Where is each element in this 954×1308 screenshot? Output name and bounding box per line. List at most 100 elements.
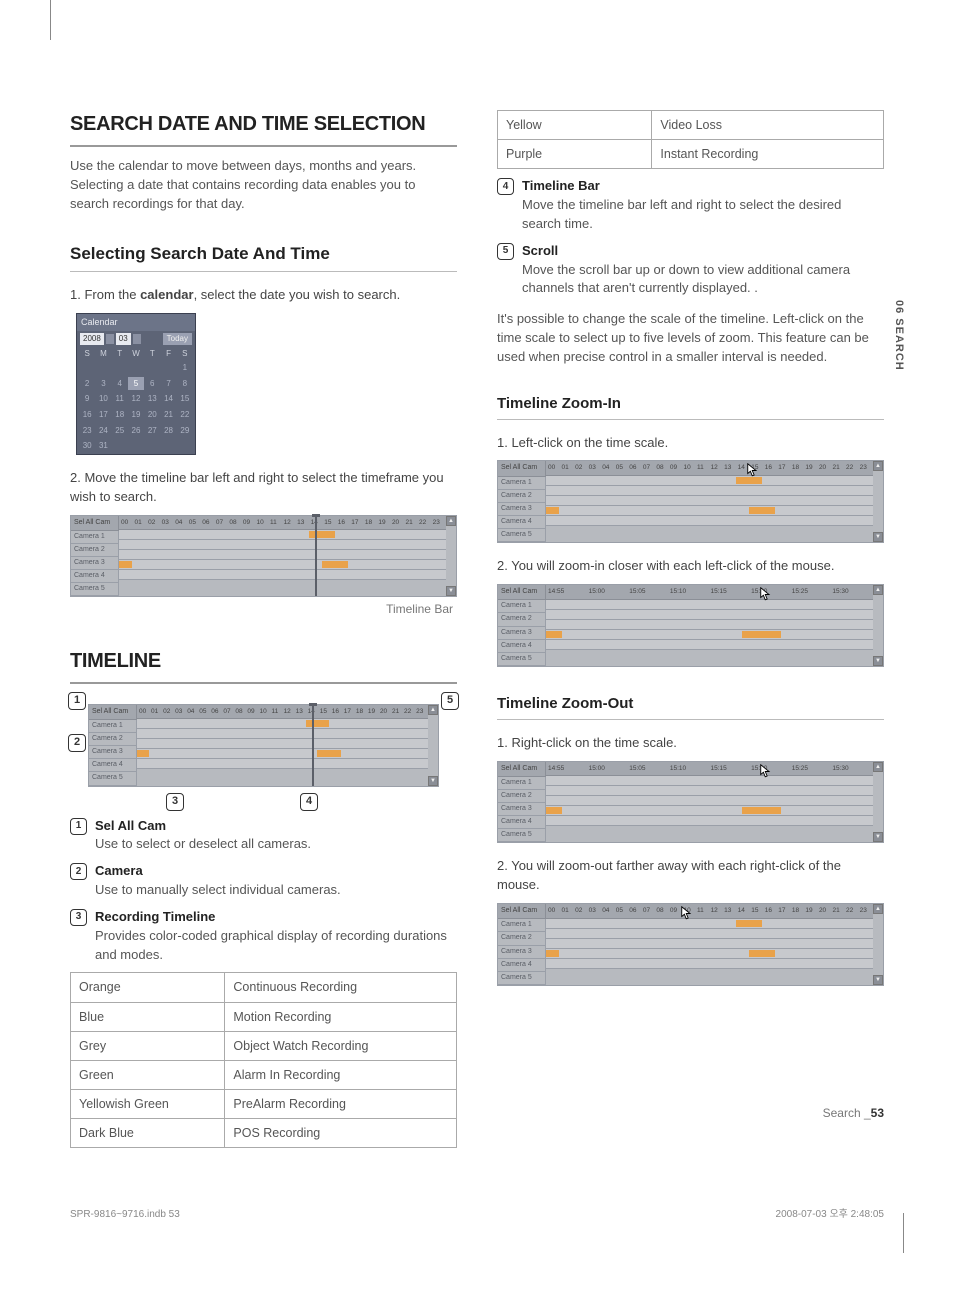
- calendar-day[interactable]: 26: [128, 424, 144, 438]
- timeline-widget-2[interactable]: Sel All CamCamera 1Camera 2Camera 3Camer…: [88, 704, 439, 787]
- calendar-day[interactable]: 28: [160, 424, 176, 438]
- timeline-row[interactable]: [546, 816, 873, 826]
- calendar-day[interactable]: 11: [112, 392, 128, 406]
- camera-label[interactable]: Camera 1: [498, 919, 546, 932]
- camera-label[interactable]: Camera 5: [498, 529, 546, 542]
- camera-label[interactable]: Camera 5: [498, 829, 546, 842]
- timeline-row[interactable]: [546, 486, 873, 496]
- timeline-row[interactable]: [119, 530, 446, 540]
- timeline-scrollbar[interactable]: ▲▼: [446, 516, 456, 597]
- calendar-day[interactable]: 20: [144, 408, 160, 422]
- calendar-grid[interactable]: 1234567891011121314151617181920212223242…: [77, 360, 195, 454]
- camera-label[interactable]: Camera 4: [498, 516, 546, 529]
- timeline-row[interactable]: [546, 939, 873, 949]
- timeline-widget-6[interactable]: Sel All CamCamera 1Camera 2Camera 3Camer…: [497, 903, 884, 986]
- calendar-day[interactable]: 17: [95, 408, 111, 422]
- calendar-day[interactable]: 2: [79, 377, 95, 391]
- camera-label[interactable]: Camera 2: [498, 932, 546, 945]
- timeline-row[interactable]: [137, 759, 428, 769]
- calendar-day[interactable]: 12: [128, 392, 144, 406]
- year-spinner[interactable]: [106, 334, 114, 344]
- timeline-scrollbar[interactable]: ▲▼: [873, 585, 883, 666]
- timeline-scrollbar[interactable]: ▲▼: [873, 762, 883, 843]
- timeline-row[interactable]: [546, 476, 873, 486]
- timeline-row[interactable]: [137, 739, 428, 749]
- calendar-day[interactable]: 15: [177, 392, 193, 406]
- calendar-day[interactable]: 21: [160, 408, 176, 422]
- camera-label[interactable]: Camera 2: [498, 790, 546, 803]
- sel-all-cam-button[interactable]: Sel All Cam: [498, 904, 546, 919]
- camera-label[interactable]: Camera 4: [498, 959, 546, 972]
- today-button[interactable]: Today: [163, 333, 192, 345]
- calendar-day[interactable]: 31: [95, 439, 111, 453]
- timeline-row[interactable]: [546, 610, 873, 620]
- timeline-axis[interactable]: 0001020304050607080910111213141516171819…: [137, 705, 428, 719]
- timeline-scrollbar[interactable]: ▲▼: [873, 904, 883, 985]
- timeline-row[interactable]: [546, 776, 873, 786]
- camera-label[interactable]: Camera 5: [498, 972, 546, 985]
- camera-label[interactable]: Camera 2: [498, 613, 546, 626]
- calendar-day[interactable]: 9: [79, 392, 95, 406]
- sel-all-cam-button[interactable]: Sel All Cam: [498, 762, 546, 777]
- calendar-day[interactable]: 4: [112, 377, 128, 391]
- camera-label[interactable]: Camera 4: [498, 816, 546, 829]
- calendar-year[interactable]: 2008: [80, 333, 104, 345]
- camera-label[interactable]: Camera 1: [498, 600, 546, 613]
- camera-label[interactable]: Camera 1: [498, 477, 546, 490]
- timeline-row[interactable]: [119, 550, 446, 560]
- calendar-day[interactable]: 7: [160, 377, 176, 391]
- timeline-bar[interactable]: [312, 705, 314, 786]
- camera-label[interactable]: Camera 3: [498, 627, 546, 640]
- calendar-day[interactable]: 18: [112, 408, 128, 422]
- camera-label[interactable]: Camera 5: [498, 653, 546, 666]
- timeline-widget-5[interactable]: Sel All CamCamera 1Camera 2Camera 3Camer…: [497, 761, 884, 844]
- sel-all-cam-button[interactable]: Sel All Cam: [498, 461, 546, 476]
- camera-label[interactable]: Camera 1: [89, 720, 137, 733]
- timeline-row[interactable]: [546, 949, 873, 959]
- calendar-day[interactable]: 6: [144, 377, 160, 391]
- calendar-widget[interactable]: Calendar 2008 03 Today SMTWTFS 123456789…: [76, 313, 196, 455]
- camera-label[interactable]: Camera 5: [71, 583, 119, 596]
- timeline-row[interactable]: [119, 570, 446, 580]
- calendar-day[interactable]: 13: [144, 392, 160, 406]
- calendar-day[interactable]: 24: [95, 424, 111, 438]
- calendar-month[interactable]: 03: [116, 333, 131, 345]
- camera-label[interactable]: Camera 3: [71, 557, 119, 570]
- camera-label[interactable]: Camera 3: [89, 746, 137, 759]
- timeline-row[interactable]: [546, 640, 873, 650]
- calendar-day[interactable]: 29: [177, 424, 193, 438]
- timeline-bar[interactable]: [315, 516, 317, 597]
- timeline-row[interactable]: [137, 719, 428, 729]
- timeline-row[interactable]: [546, 919, 873, 929]
- timeline-axis[interactable]: 14:5515:0015:0515:1015:1515:2015:2515:30: [546, 585, 873, 599]
- timeline-axis[interactable]: 0001020304050607080910111213141516171819…: [546, 461, 873, 475]
- timeline-widget-1[interactable]: Sel All CamCamera 1Camera 2Camera 3Camer…: [70, 515, 457, 598]
- timeline-row[interactable]: [546, 620, 873, 630]
- sel-all-cam-button[interactable]: Sel All Cam: [89, 705, 137, 720]
- calendar-day[interactable]: 10: [95, 392, 111, 406]
- calendar-day[interactable]: 22: [177, 408, 193, 422]
- camera-label[interactable]: Camera 3: [498, 503, 546, 516]
- month-spinner[interactable]: [133, 334, 141, 344]
- calendar-day[interactable]: 16: [79, 408, 95, 422]
- timeline-row[interactable]: [546, 929, 873, 939]
- calendar-day[interactable]: 14: [160, 392, 176, 406]
- timeline-row[interactable]: [546, 786, 873, 796]
- calendar-day[interactable]: 25: [112, 424, 128, 438]
- timeline-row[interactable]: [119, 560, 446, 570]
- calendar-day[interactable]: 3: [95, 377, 111, 391]
- timeline-row[interactable]: [546, 516, 873, 526]
- camera-label[interactable]: Camera 2: [71, 544, 119, 557]
- camera-label[interactable]: Camera 5: [89, 772, 137, 785]
- camera-label[interactable]: Camera 2: [498, 490, 546, 503]
- timeline-axis[interactable]: 0001020304050607080910111213141516171819…: [546, 904, 873, 918]
- calendar-day[interactable]: 8: [177, 377, 193, 391]
- timeline-row[interactable]: [546, 496, 873, 506]
- timeline-widget-3[interactable]: Sel All CamCamera 1Camera 2Camera 3Camer…: [497, 460, 884, 543]
- timeline-row[interactable]: [137, 749, 428, 759]
- calendar-day[interactable]: 5: [128, 377, 144, 391]
- timeline-row[interactable]: [546, 796, 873, 806]
- camera-label[interactable]: Camera 4: [498, 640, 546, 653]
- camera-label[interactable]: Camera 3: [498, 946, 546, 959]
- camera-label[interactable]: Camera 4: [89, 759, 137, 772]
